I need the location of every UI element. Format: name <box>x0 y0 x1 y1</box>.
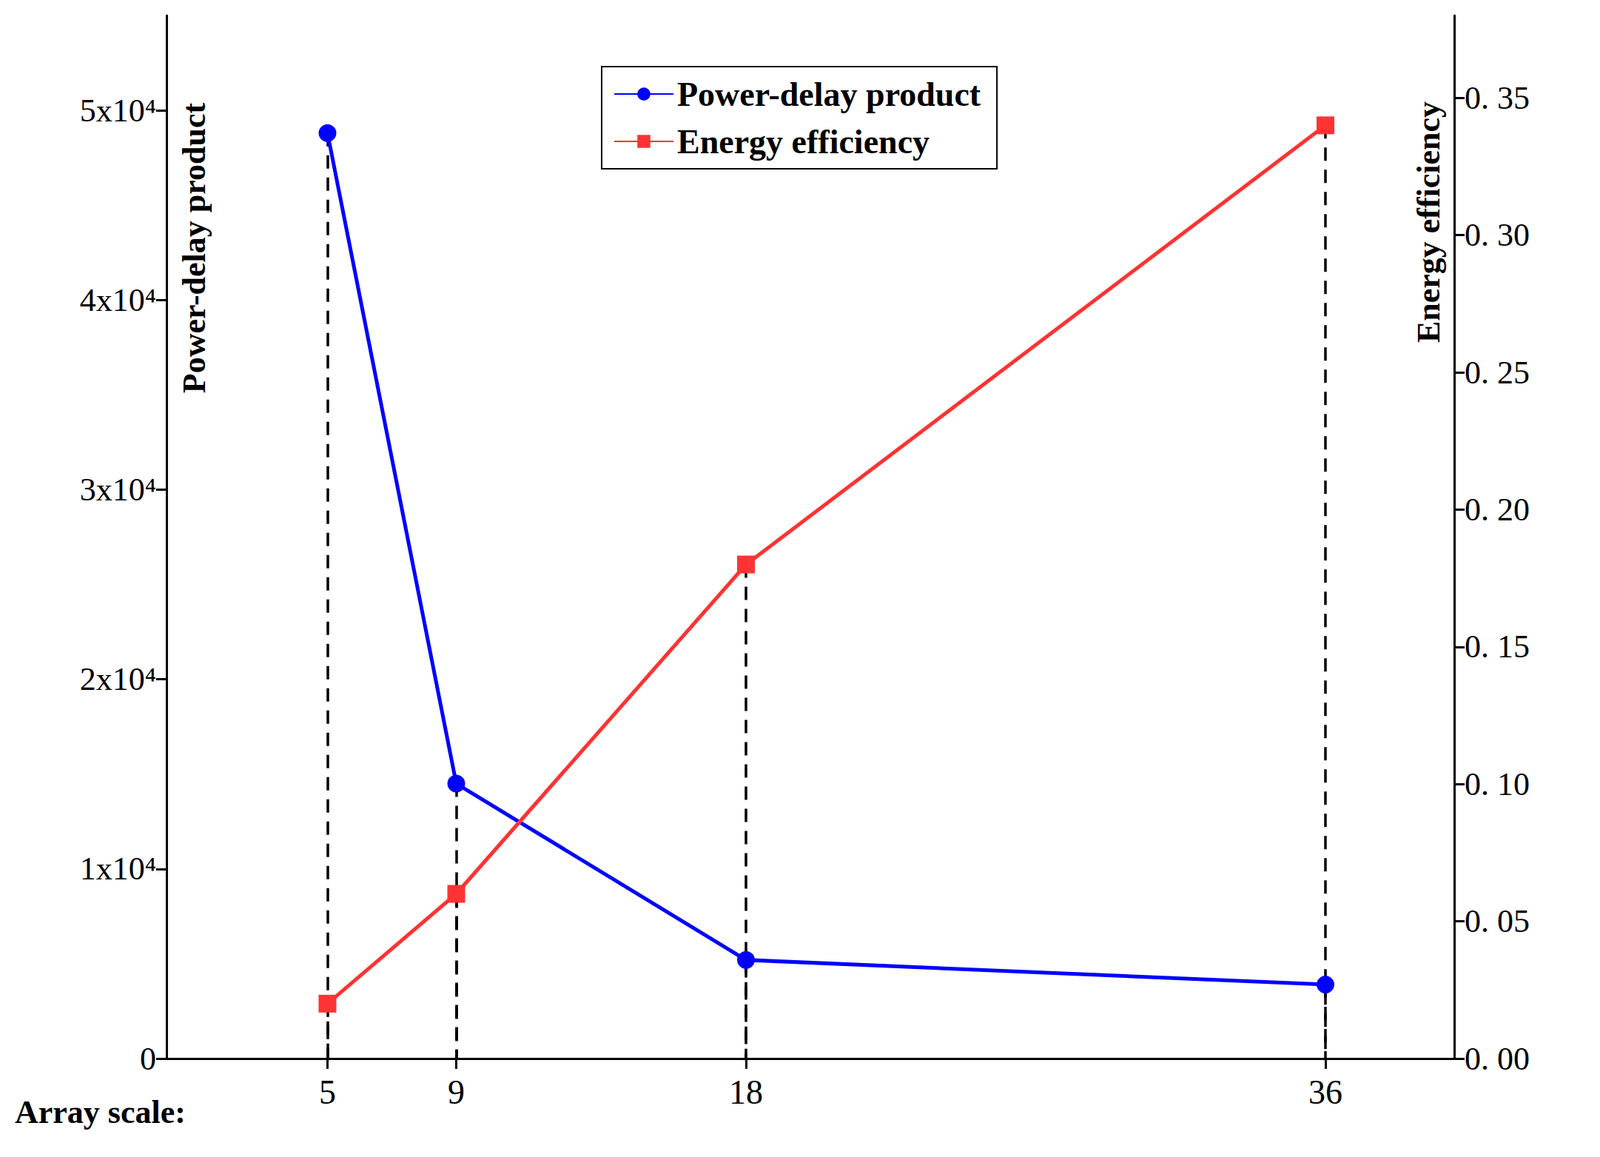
svg-text:2x10⁴: 2x10⁴ <box>79 660 157 698</box>
svg-text:0. 30: 0. 30 <box>1464 216 1530 254</box>
svg-text:0. 25: 0. 25 <box>1464 354 1530 391</box>
svg-text:1x10⁴: 1x10⁴ <box>79 850 157 887</box>
svg-text:5x10⁴: 5x10⁴ <box>79 92 157 129</box>
svg-text:0. 20: 0. 20 <box>1464 491 1530 528</box>
svg-text:Array scale:: Array scale: <box>14 1093 186 1131</box>
svg-text:18: 18 <box>728 1073 763 1111</box>
svg-text:0: 0 <box>139 1040 157 1077</box>
svg-text:3x10⁴: 3x10⁴ <box>79 471 157 508</box>
svg-text:Energy efficiency: Energy efficiency <box>1410 101 1447 343</box>
svg-text:5: 5 <box>318 1073 336 1111</box>
svg-text:0. 35: 0. 35 <box>1464 79 1530 117</box>
svg-text:Power-delay product: Power-delay product <box>176 102 213 394</box>
svg-text:0. 05: 0. 05 <box>1464 902 1530 940</box>
svg-text:0. 15: 0. 15 <box>1464 628 1530 665</box>
svg-text:0. 00: 0. 00 <box>1464 1040 1530 1077</box>
svg-text:4x10⁴: 4x10⁴ <box>79 281 157 319</box>
svg-text:9: 9 <box>447 1073 465 1111</box>
svg-text:Power-delay product: Power-delay product <box>677 75 982 114</box>
svg-text:36: 36 <box>1308 1073 1343 1111</box>
svg-text:0. 10: 0. 10 <box>1464 765 1530 803</box>
svg-text:Energy efficiency: Energy efficiency <box>677 122 930 161</box>
